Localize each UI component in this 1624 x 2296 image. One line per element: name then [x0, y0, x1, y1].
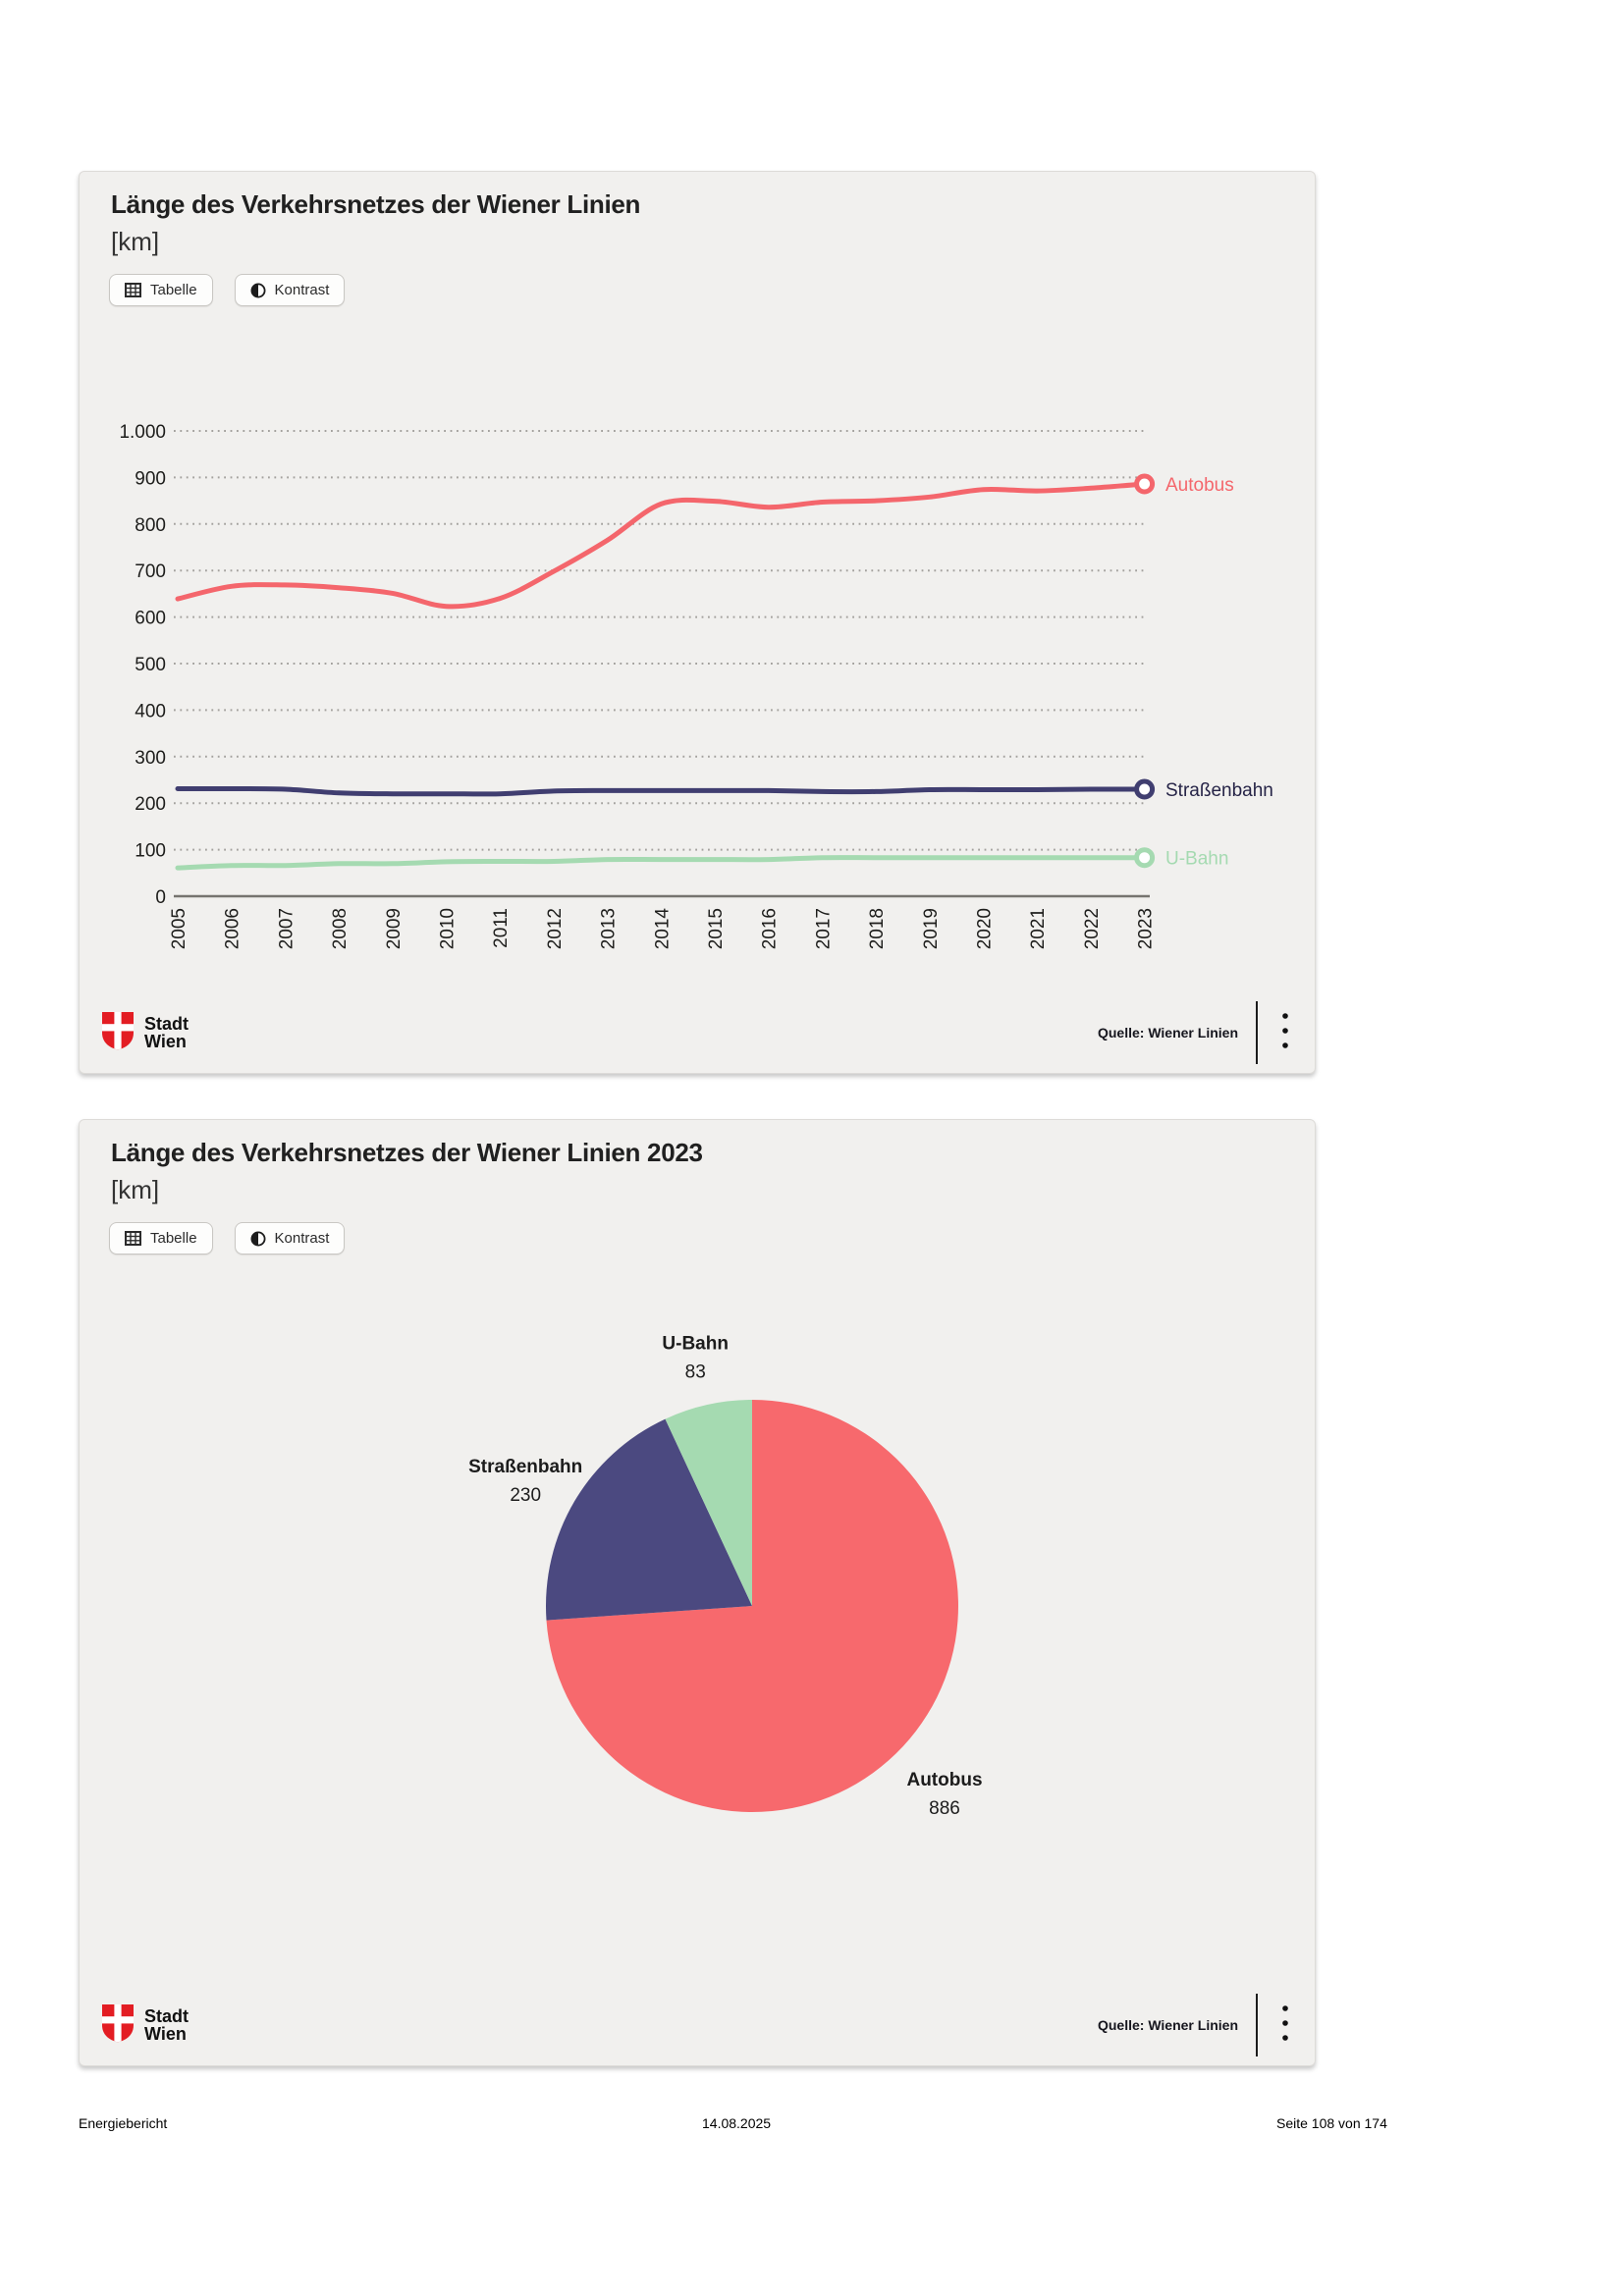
- x-tick-label: 2023: [1136, 908, 1157, 949]
- stadt-wien-logo: Stadt Wien: [101, 2003, 189, 2048]
- x-tick-label: 2008: [330, 908, 351, 949]
- footer-divider: [1256, 1994, 1258, 2056]
- kebab-icon: [1279, 2004, 1291, 2049]
- kebab-icon: [1279, 1012, 1291, 1056]
- series-label-U-Bahn: U-Bahn: [1165, 849, 1228, 870]
- tabelle-button-label: Tabelle: [150, 1230, 197, 1247]
- card-subtitle: [km]: [111, 1175, 160, 1204]
- y-tick-label: 800: [135, 515, 166, 536]
- card-footer: Stadt Wien Quelle: Wiener Linien: [80, 1991, 1315, 2059]
- source-text: Quelle: Wiener Linien: [1097, 1025, 1238, 1041]
- x-tick-label: 2007: [276, 908, 297, 949]
- tabelle-button-label: Tabelle: [150, 282, 197, 298]
- kontrast-button-label: Kontrast: [274, 282, 330, 298]
- footer-date: 14.08.2025: [702, 2115, 772, 2131]
- series-label-Autobus: Autobus: [1165, 475, 1234, 496]
- series-end-marker-Straßenbahn: [1134, 778, 1156, 800]
- y-tick-label: 1.000: [119, 422, 166, 443]
- pie-label-name-U-Bahn: U-Bahn: [662, 1333, 729, 1354]
- x-tick-label: 2014: [652, 908, 673, 950]
- stadt-wien-wordmark: Stadt Wien: [144, 2006, 189, 2044]
- stadt-wien-logo: Stadt Wien: [101, 1011, 189, 1055]
- pie-slice-Autobus: [546, 1400, 958, 1812]
- line-chart-card: Länge des Verkehrsnetzes der Wiener Lini…: [79, 171, 1316, 1074]
- footer-page-number: Seite 108 von 174: [1276, 2115, 1387, 2131]
- tabelle-button[interactable]: Tabelle: [109, 1222, 213, 1255]
- y-tick-label: 900: [135, 468, 166, 489]
- card-subtitle: [km]: [111, 227, 160, 256]
- wien-shield-icon: [101, 2003, 135, 2048]
- y-tick-label: 700: [135, 561, 166, 582]
- x-tick-label: 2006: [223, 908, 244, 949]
- pie-label-value-U-Bahn: 83: [685, 1362, 706, 1382]
- series-line-Straßenbahn: [175, 785, 1148, 797]
- series-line-U-Bahn: [175, 855, 1148, 871]
- x-tick-label: 2021: [1028, 908, 1049, 949]
- wien-shield-icon: [101, 1011, 135, 1055]
- page-footer: Energiebericht 14.08.2025 Seite 108 von …: [0, 2115, 1624, 2145]
- y-tick-label: 600: [135, 609, 166, 629]
- x-tick-label: 2018: [867, 908, 888, 949]
- chart-toolbar: Tabelle Kontrast: [109, 1222, 346, 1255]
- chart-toolbar: Tabelle Kontrast: [109, 274, 346, 306]
- contrast-icon: [250, 283, 266, 298]
- kebab-menu-button[interactable]: [1273, 1999, 1297, 2053]
- x-tick-label: 2017: [813, 908, 834, 949]
- table-icon: [125, 283, 141, 297]
- pie-chart-svg: Autobus 886 Straßenbahn 230 U-Bahn 83: [468, 1333, 982, 1819]
- kebab-menu-button[interactable]: [1273, 1006, 1297, 1060]
- x-tick-label: 2016: [760, 908, 781, 949]
- x-tick-label: 2012: [545, 908, 566, 949]
- x-tick-label: 2019: [921, 908, 942, 949]
- source-text: Quelle: Wiener Linien: [1097, 2017, 1238, 2033]
- y-tick-label: 0: [155, 887, 166, 908]
- kontrast-button-label: Kontrast: [274, 1230, 330, 1247]
- x-tick-label: 2009: [384, 908, 405, 949]
- footer-divider: [1256, 1001, 1258, 1064]
- pie-label-name-Autobus: Autobus: [906, 1770, 982, 1790]
- x-tick-label: 2022: [1082, 908, 1103, 949]
- x-tick-label: 2015: [706, 908, 727, 949]
- x-tick-label: 2011: [491, 908, 512, 948]
- kontrast-button[interactable]: Kontrast: [234, 1222, 346, 1255]
- x-tick-label: 2010: [438, 908, 459, 949]
- y-tick-label: 100: [135, 841, 166, 862]
- pie-slice-U-Bahn: [665, 1400, 752, 1606]
- table-icon: [125, 1231, 141, 1246]
- kontrast-button[interactable]: Kontrast: [234, 274, 346, 306]
- pie-chart-card: Länge des Verkehrsnetzes der Wiener Lini…: [79, 1119, 1316, 2066]
- pie-label-value-Straßenbahn: 230: [510, 1485, 541, 1506]
- pie-label-name-Straßenbahn: Straßenbahn: [468, 1457, 582, 1477]
- pie-label-value-Autobus: 886: [929, 1798, 960, 1819]
- x-tick-label: 2013: [599, 908, 620, 949]
- series-label-Straßenbahn: Straßenbahn: [1165, 780, 1273, 801]
- tabelle-button[interactable]: Tabelle: [109, 274, 213, 306]
- card-footer: Stadt Wien Quelle: Wiener Linien: [80, 998, 1315, 1067]
- contrast-icon: [250, 1231, 266, 1247]
- y-tick-label: 500: [135, 655, 166, 675]
- x-tick-label: 2005: [169, 908, 189, 949]
- series-line-Autobus: [175, 481, 1148, 610]
- card-title: Länge des Verkehrsnetzes der Wiener Lini…: [111, 189, 641, 219]
- x-tick-label: 2020: [975, 908, 996, 949]
- y-tick-label: 200: [135, 794, 166, 815]
- series-end-marker-Autobus: [1134, 473, 1156, 495]
- y-tick-label: 300: [135, 748, 166, 769]
- series-end-marker-U-Bahn: [1134, 847, 1156, 869]
- card-title: Länge des Verkehrsnetzes der Wiener Lini…: [111, 1138, 703, 1167]
- y-tick-label: 400: [135, 701, 166, 721]
- footer-doc-title: Energiebericht: [79, 2115, 168, 2131]
- stadt-wien-wordmark: Stadt Wien: [144, 1014, 189, 1051]
- pie-slice-Straßenbahn: [545, 1418, 752, 1621]
